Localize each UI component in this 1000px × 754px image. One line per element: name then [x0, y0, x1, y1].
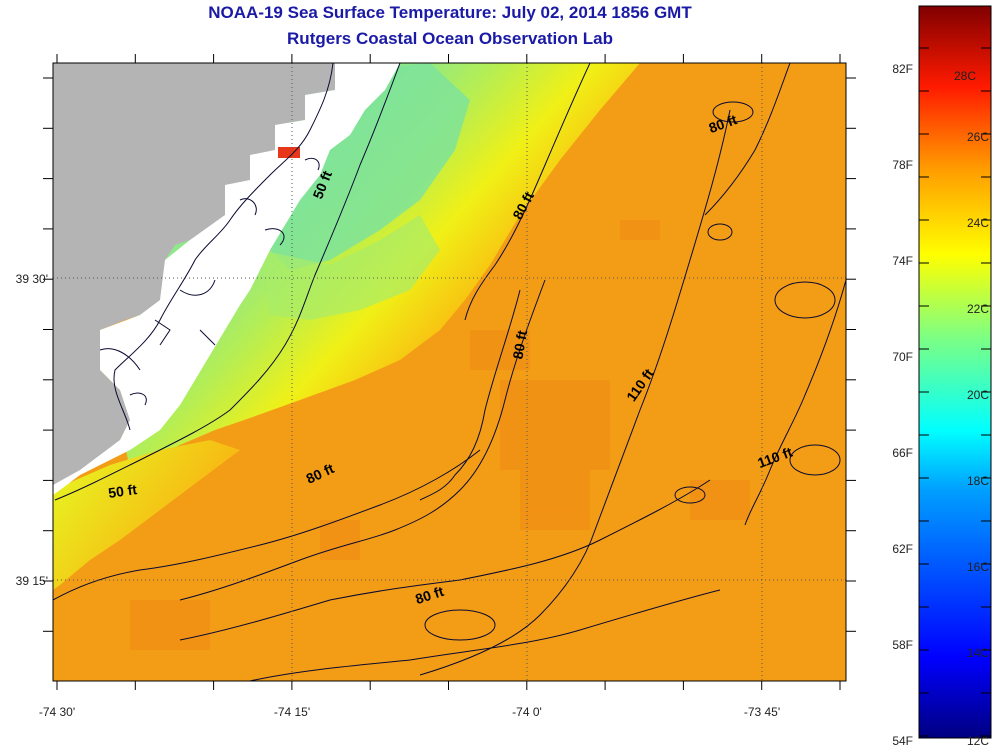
shoal-contour-4	[707, 223, 733, 241]
sst-lightgreen	[260, 215, 440, 320]
x-tick-label: -74 0'	[512, 705, 542, 719]
map-title: NOAA-19 Sea Surface Temperature: July 02…	[208, 3, 692, 22]
map-frame	[52, 62, 847, 682]
contour-label: 80 ft	[509, 329, 530, 360]
celsius-label: 18C	[967, 474, 989, 488]
celsius-label: 22C	[967, 302, 989, 316]
contour-80ft-ridge-a	[464, 63, 591, 321]
fahrenheit-label: 58F	[892, 638, 913, 652]
land-mass	[53, 63, 335, 485]
contour-110ft	[419, 109, 731, 676]
bathymetry-contours	[53, 63, 846, 681]
fahrenheit-label: 62F	[892, 542, 913, 556]
axis-ticks	[43, 54, 856, 690]
contour-coast-inner	[113, 63, 334, 431]
x-tick-label: -74 30'	[39, 705, 75, 719]
sst-green-core	[270, 63, 470, 270]
shoal-contour-6	[774, 281, 836, 319]
fahrenheit-label: 78F	[892, 158, 913, 172]
shoal-contour-2	[789, 444, 841, 476]
colorbar-celsius-labels: 28C 26C 24C 22C 20C 18C 16C 14C 12C	[954, 69, 989, 748]
contour-110ft-east	[744, 279, 846, 526]
celsius-label: 16C	[967, 560, 989, 574]
fahrenheit-label: 74F	[892, 254, 913, 268]
colorbar-ticks	[919, 47, 991, 737]
contour-50ft-north	[54, 63, 401, 501]
celsius-label: 26C	[967, 130, 989, 144]
sst-south-band	[53, 440, 240, 590]
contour-80ft-ridge-c	[419, 289, 521, 501]
celsius-label: 12C	[967, 734, 989, 748]
contour-south-80ft	[179, 479, 711, 641]
celsius-label: 14C	[967, 646, 989, 660]
coast-nodata	[53, 63, 400, 495]
contour-south-deep	[249, 589, 721, 681]
y-tick-label: 39 15'	[16, 574, 48, 588]
contour-label: 50 ft	[107, 481, 138, 501]
celsius-label: 28C	[954, 69, 976, 83]
map-subtitle: Rutgers Coastal Ocean Observation Lab	[287, 29, 613, 48]
celsius-label: 24C	[967, 216, 989, 230]
contour-80ft-ridge-b	[179, 279, 546, 601]
sst-mottle	[130, 220, 750, 650]
marsh-contours	[99, 157, 320, 406]
fahrenheit-label: 54F	[892, 734, 913, 748]
fahrenheit-label: 82F	[892, 62, 913, 76]
x-tick-label: -74 15'	[274, 705, 310, 719]
shoal-contour-5	[424, 609, 496, 641]
fahrenheit-label: 70F	[892, 350, 913, 364]
fahrenheit-label: 66F	[892, 446, 913, 460]
colorbar	[918, 5, 992, 739]
colorbar-fahrenheit-labels: 82F 78F 74F 70F 66F 62F 58F 54F	[892, 62, 913, 748]
celsius-label: 20C	[967, 388, 989, 402]
graticule	[53, 63, 846, 681]
shoal-contour-3	[674, 486, 706, 504]
y-tick-label: 39 30'	[16, 272, 48, 286]
contour-80ft-east	[704, 63, 791, 216]
land-hotspot	[278, 147, 300, 158]
x-tick-label: -73 45'	[744, 705, 780, 719]
contour-50ft-south	[53, 449, 481, 601]
shoal-contour-1	[712, 101, 754, 123]
